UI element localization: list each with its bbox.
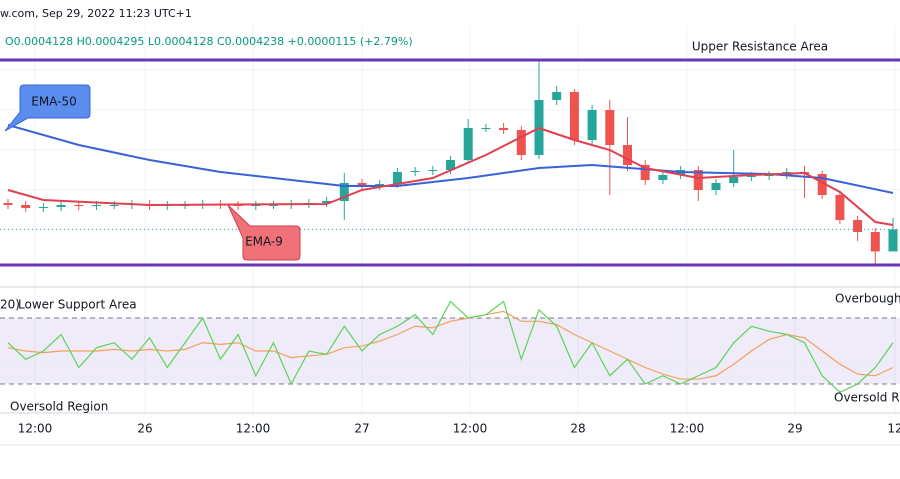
- candle-body: [853, 220, 863, 232]
- rsi-line: [7, 310, 894, 380]
- candle-body: [38, 207, 48, 208]
- ema-line: [7, 126, 894, 226]
- candle-body: [410, 171, 420, 172]
- level-label: Upper Resistance Area: [692, 40, 828, 54]
- candle-body: [640, 165, 650, 180]
- ema-line: [7, 124, 894, 194]
- candle-body: [481, 128, 491, 129]
- candle-body: [729, 177, 739, 183]
- candle-body: [587, 110, 597, 140]
- time-label: 12:00: [453, 422, 488, 436]
- ema-50-label: EMA-50: [31, 95, 76, 109]
- candle-body: [322, 201, 332, 203]
- time-label: 27: [354, 422, 369, 436]
- candle-body: [552, 92, 562, 100]
- candle-body: [817, 174, 827, 195]
- time-label: 12: [887, 422, 900, 436]
- ohlc-readout: O0.0004128 H0.0004295 L0.0004128 C0.0004…: [5, 35, 413, 48]
- candle-body: [446, 160, 455, 170]
- candle-body: [3, 203, 13, 205]
- time-label: 28: [570, 422, 585, 436]
- time-label: 29: [787, 422, 802, 436]
- band-label: Oversold R: [834, 391, 900, 405]
- candle-body: [658, 175, 668, 180]
- candle-body: [251, 205, 261, 206]
- ema-9-label: EMA-9: [245, 235, 283, 249]
- candle-body: [499, 128, 509, 130]
- time-label: 12:00: [18, 422, 53, 436]
- candle-body: [339, 183, 349, 201]
- time-label: 26: [137, 422, 152, 436]
- candle-body: [21, 205, 31, 208]
- candle-body: [764, 175, 774, 176]
- candle-body: [463, 128, 473, 160]
- candle-body: [888, 229, 898, 252]
- candle-body: [74, 205, 84, 206]
- candle-body: [516, 130, 526, 155]
- time-label: 12:00: [670, 422, 705, 436]
- candle-body: [392, 172, 402, 184]
- candle-body: [623, 145, 632, 165]
- candle-body: [109, 205, 119, 206]
- rsi-band: [0, 318, 900, 384]
- candle-body: [835, 195, 845, 220]
- candle-body: [605, 110, 615, 145]
- candle-body: [92, 205, 101, 206]
- band-label: Overbough: [835, 292, 900, 306]
- level-label: Lower Support Area: [18, 298, 137, 312]
- candle-body: [428, 170, 438, 171]
- candle-body: [269, 205, 278, 206]
- band-label: Oversold Region: [10, 400, 108, 414]
- ema-9-callout: [227, 204, 301, 261]
- indicator-label: 20): [0, 298, 20, 312]
- candle-body: [56, 205, 66, 207]
- rsi-line: [7, 300, 894, 393]
- ema-50-callout: [4, 84, 91, 132]
- time-label: 12:00: [236, 422, 271, 436]
- candle-body: [746, 176, 756, 177]
- candle-body: [693, 170, 703, 190]
- candle-body: [357, 183, 367, 186]
- candle-body: [711, 183, 721, 190]
- symbol-line: w.com, Sep 29, 2022 11:23 UTC+1: [0, 7, 192, 20]
- candle-body: [870, 232, 880, 252]
- candle-body: [569, 92, 579, 140]
